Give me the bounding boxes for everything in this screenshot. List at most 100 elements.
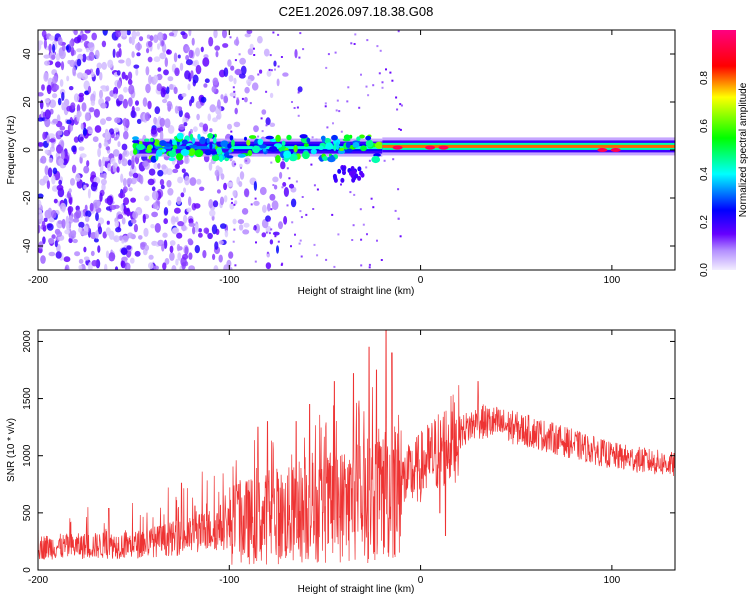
spectrogram-noise-cell (149, 35, 154, 42)
spectrogram-noise-cell (244, 33, 251, 38)
spectrogram-noise-cell (173, 52, 178, 63)
spectrogram-carrier-blob (338, 147, 345, 151)
spectrogram-noise-cell (179, 62, 184, 71)
spectrogram-noise-cell (223, 182, 228, 191)
spectrogram-noise-cell (130, 110, 136, 119)
spectrogram-peak (425, 145, 436, 150)
spectrogram-noise-cell (79, 153, 87, 158)
spectrogram-noise-cell (340, 130, 343, 133)
spectrogram-noise-cell (167, 125, 175, 134)
spectrogram-noise-cell (272, 176, 279, 183)
spectrogram-noise-cell (118, 47, 122, 58)
spectrogram-noise-cell (183, 214, 188, 224)
spectrogram-ytick-label: -40 (22, 238, 33, 253)
spectrogram-carrier-blob (283, 150, 292, 159)
spectrogram-noise-cell (93, 108, 100, 118)
spectrogram-noise-cell (38, 209, 43, 220)
spectrogram-noise-cell (162, 262, 167, 270)
spectrogram-noise-cell (229, 202, 235, 210)
spectrogram-carrier-blob (246, 139, 251, 146)
spectrogram-noise-cell (57, 130, 63, 136)
spectrogram-noise-cell (222, 43, 229, 48)
spectrogram-peak (438, 145, 449, 150)
spectrogram-noise-cell (153, 265, 160, 270)
spectrogram-noise-cell (310, 163, 313, 166)
spectrogram-noise-cell (174, 163, 180, 170)
spectrogram-noise-cell (183, 156, 190, 165)
spectrogram-noise-cell (42, 131, 47, 140)
spectrogram-noise-cell (202, 123, 209, 132)
spectrogram-noise-cell (81, 102, 87, 112)
spectrogram-noise-cell (121, 143, 128, 151)
spectrogram-noise-cell (254, 197, 257, 200)
spectrogram-noise-cell (188, 252, 193, 260)
spectrogram-noise-cell (301, 196, 304, 198)
spectrogram-noise-cell (41, 30, 47, 38)
spectrogram-noise-cell (399, 128, 402, 131)
spectrogram-noise-cell (52, 167, 58, 175)
spectrogram-noise-cell (272, 184, 275, 187)
spectrogram-noise-cell (397, 30, 400, 33)
spectrogram-carrier-blob (360, 172, 365, 178)
spectrogram-peak (392, 145, 403, 150)
spectrogram-noise-cell (56, 231, 63, 237)
spectrogram-noise-cell (110, 157, 116, 165)
spectrogram-noise-cell (269, 92, 274, 99)
spectrogram-noise-cell (38, 40, 44, 46)
spectrogram-carrier-blob (293, 144, 298, 153)
spectrogram-noise-cell (90, 71, 95, 78)
spectrogram-noise-cell (200, 46, 204, 53)
spectrogram-noise-cell (166, 86, 170, 94)
spectrogram-carrier-blob (365, 139, 374, 148)
spectrogram-noise-cell (49, 138, 56, 143)
spectrogram-noise-cell (153, 116, 157, 125)
spectrogram-carrier-blob (133, 148, 138, 155)
spectrogram-noise-cell (127, 79, 133, 85)
spectrogram-noise-cell (41, 220, 46, 228)
spectrogram-noise-cell (185, 46, 191, 52)
spectrogram-noise-cell (176, 243, 181, 252)
spectrogram-noise-cell (238, 181, 243, 187)
spectrogram-noise-cell (97, 147, 101, 158)
spectrogram-noise-cell (82, 53, 87, 63)
spectrogram-noise-cell (47, 207, 53, 216)
spectrogram-carrier-blob (206, 137, 210, 144)
spectrogram-noise-cell (134, 250, 141, 257)
spectrogram-noise-cell (173, 30, 179, 35)
spectrogram-noise-cell (147, 56, 153, 63)
spectrogram-noise-cell (174, 105, 179, 114)
spectrogram-noise-cell (244, 86, 250, 94)
spectrogram-noise-cell (302, 48, 305, 51)
spectrogram-noise-cell (262, 204, 267, 213)
spectrogram-noise-cell (112, 48, 116, 58)
spectrogram-noise-cell (147, 178, 155, 186)
spectrogram-noise-cell (399, 235, 402, 238)
spectrogram-carrier-blob (252, 145, 260, 154)
spectrogram-noise-cell (184, 246, 189, 256)
spectrogram-noise-cell (280, 56, 283, 58)
spectrogram-noise-cell (181, 93, 187, 97)
spectrogram-noise-cell (282, 182, 287, 187)
spectrogram-noise-cell (354, 33, 357, 36)
spectrogram-noise-cell (127, 232, 134, 239)
spectrogram-carrier-blob (171, 139, 177, 145)
spectrogram-noise-cell (336, 99, 339, 102)
spectrogram-noise-cell (212, 200, 219, 208)
spectrogram-carrier-blob (357, 175, 362, 181)
spectrogram-noise-cell (288, 177, 291, 180)
spectrogram-noise-cell (383, 159, 386, 162)
spectrogram-noise-cell (108, 252, 116, 262)
spectrogram-noise-cell (166, 101, 173, 108)
spectrogram-carrier-blob (176, 132, 184, 140)
spectrogram-noise-cell (316, 188, 319, 191)
spectrogram-noise-cell (63, 129, 70, 137)
spectrogram-carrier-blob (265, 135, 274, 140)
spectrogram-noise-cell (42, 236, 46, 245)
spectrogram-noise-cell (55, 84, 60, 90)
spectrogram-carrier-blob (192, 137, 196, 144)
spectrogram-noise-cell (163, 207, 169, 216)
spectrogram-noise-cell (59, 49, 66, 60)
spectrogram-noise-cell (66, 75, 70, 82)
spectrogram-noise-cell (223, 264, 229, 270)
